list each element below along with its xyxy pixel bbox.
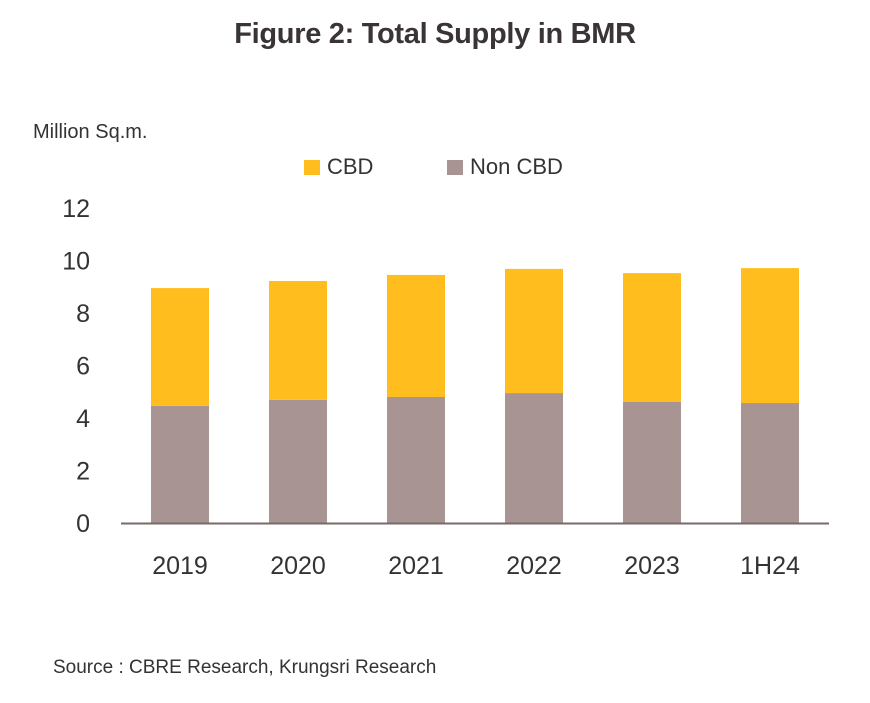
legend-label-non-cbd: Non CBD — [470, 154, 563, 179]
y-tick-label: 12 — [62, 195, 90, 223]
legend-swatch-non-cbd — [447, 159, 463, 175]
x-tick-label: 2022 — [506, 552, 562, 580]
y-axis-ticks: 0 2 4 6 8 10 12 — [62, 195, 90, 538]
bar-cbd-2019 — [151, 288, 209, 406]
bar-non-cbd-2021 — [387, 397, 445, 523]
bar-non-cbd-2019 — [151, 405, 209, 523]
x-axis-ticks: 2019 2020 2021 2022 2023 1H24 — [152, 552, 800, 580]
y-tick-label: 4 — [76, 405, 90, 433]
chart-title: Figure 2: Total Supply in BMR — [234, 18, 636, 50]
legend-label-cbd: CBD — [327, 154, 374, 179]
legend-swatch-cbd — [304, 159, 320, 175]
bars — [151, 268, 799, 523]
y-tick-label: 6 — [76, 353, 90, 381]
bar-cbd-1h24 — [741, 268, 799, 404]
x-tick-label: 2020 — [270, 552, 326, 580]
bar-cbd-2022 — [505, 268, 563, 394]
y-tick-label: 10 — [62, 248, 90, 276]
legend-item-cbd: CBD — [304, 152, 373, 182]
y-axis-unit-label: Million Sq.m. — [33, 121, 148, 143]
bar-cbd-2021 — [387, 274, 445, 397]
x-tick-label: 1H24 — [740, 552, 800, 580]
bar-non-cbd-2020 — [269, 399, 327, 523]
y-tick-label: 0 — [76, 510, 90, 538]
bar-non-cbd-2023 — [623, 401, 681, 523]
bar-cbd-2020 — [269, 280, 327, 400]
y-tick-label: 8 — [76, 300, 90, 328]
legend-item-non-cbd: Non CBD — [447, 152, 563, 182]
x-tick-label: 2023 — [624, 552, 680, 580]
x-tick-label: 2019 — [152, 552, 208, 580]
bar-cbd-2023 — [623, 273, 681, 402]
bar-non-cbd-2022 — [505, 393, 563, 523]
source-note: Source : CBRE Research, Krungsri Researc… — [53, 657, 437, 678]
y-tick-label: 2 — [76, 458, 90, 486]
x-tick-label: 2021 — [388, 552, 444, 580]
bar-non-cbd-1h24 — [741, 403, 799, 523]
